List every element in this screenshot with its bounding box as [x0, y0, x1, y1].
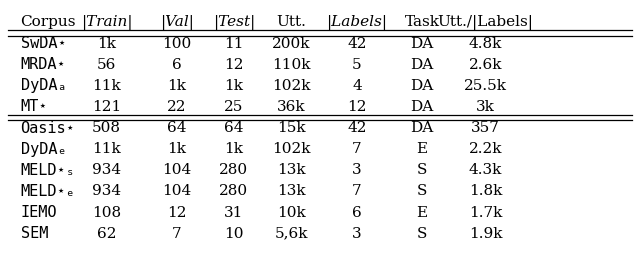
Text: Utt./|Labels|: Utt./|Labels| — [438, 15, 534, 30]
Text: 7: 7 — [352, 142, 362, 156]
Text: 1k: 1k — [225, 79, 243, 93]
Text: |Val|: |Val| — [160, 15, 193, 30]
Text: S: S — [417, 184, 427, 199]
Text: 5: 5 — [352, 58, 362, 72]
Text: |Labels|: |Labels| — [326, 15, 387, 30]
Text: 7: 7 — [352, 184, 362, 199]
Text: MT⋆: MT⋆ — [20, 100, 48, 114]
Text: 10k: 10k — [277, 206, 306, 220]
Text: 4: 4 — [352, 79, 362, 93]
Text: SwDA⋆: SwDA⋆ — [20, 36, 66, 51]
Text: Corpus: Corpus — [20, 15, 76, 29]
Text: 36k: 36k — [277, 100, 306, 114]
Text: 2.6k: 2.6k — [469, 58, 502, 72]
Text: 121: 121 — [92, 100, 121, 114]
Text: DA: DA — [410, 79, 433, 93]
Text: 357: 357 — [471, 121, 500, 135]
Text: 2.2k: 2.2k — [469, 142, 502, 156]
Text: 3k: 3k — [476, 100, 495, 114]
Text: 11: 11 — [224, 36, 244, 50]
Text: 3: 3 — [352, 227, 362, 241]
Text: S: S — [417, 227, 427, 241]
Text: 280: 280 — [220, 184, 248, 199]
Text: MELD⋆ₛ: MELD⋆ₛ — [20, 163, 76, 178]
Text: 1k: 1k — [97, 36, 116, 50]
Text: 13k: 13k — [277, 184, 306, 199]
Text: IEMO: IEMO — [20, 205, 57, 220]
Text: 64: 64 — [224, 121, 244, 135]
Text: 200k: 200k — [272, 36, 310, 50]
Text: 102k: 102k — [272, 142, 310, 156]
Text: Oasis⋆: Oasis⋆ — [20, 121, 76, 135]
Text: 104: 104 — [162, 184, 191, 199]
Text: 1.8k: 1.8k — [469, 184, 502, 199]
Text: 934: 934 — [92, 163, 121, 177]
Text: 108: 108 — [92, 206, 121, 220]
Text: 3: 3 — [352, 163, 362, 177]
Text: DyDAₐ: DyDAₐ — [20, 78, 66, 93]
Text: 102k: 102k — [272, 79, 310, 93]
Text: DyDAₑ: DyDAₑ — [20, 142, 66, 157]
Text: 1.7k: 1.7k — [469, 206, 502, 220]
Text: 7: 7 — [172, 227, 181, 241]
Text: 5,6k: 5,6k — [275, 227, 308, 241]
Text: 10: 10 — [224, 227, 244, 241]
Text: 22: 22 — [167, 100, 186, 114]
Text: 12: 12 — [348, 100, 367, 114]
Text: 104: 104 — [162, 163, 191, 177]
Text: 100: 100 — [162, 36, 191, 50]
Text: 15k: 15k — [277, 121, 306, 135]
Text: |Train|: |Train| — [81, 15, 132, 30]
Text: SEM: SEM — [20, 226, 48, 241]
Text: 1k: 1k — [167, 142, 186, 156]
Text: 12: 12 — [224, 58, 244, 72]
Text: 42: 42 — [348, 121, 367, 135]
Text: 1.9k: 1.9k — [469, 227, 502, 241]
Text: 12: 12 — [167, 206, 186, 220]
Text: E: E — [417, 206, 428, 220]
Text: Utt.: Utt. — [276, 15, 307, 29]
Text: 110k: 110k — [272, 58, 310, 72]
Text: 6: 6 — [352, 206, 362, 220]
Text: 6: 6 — [172, 58, 182, 72]
Text: DA: DA — [410, 58, 433, 72]
Text: 25.5k: 25.5k — [464, 79, 507, 93]
Text: 56: 56 — [97, 58, 116, 72]
Text: |Test|: |Test| — [213, 15, 255, 30]
Text: MELD⋆ₑ: MELD⋆ₑ — [20, 184, 76, 199]
Text: 4.8k: 4.8k — [469, 36, 502, 50]
Text: 1k: 1k — [167, 79, 186, 93]
Text: DA: DA — [410, 36, 433, 50]
Text: Task: Task — [404, 15, 440, 29]
Text: 4.3k: 4.3k — [469, 163, 502, 177]
Text: DA: DA — [410, 121, 433, 135]
Text: E: E — [417, 142, 428, 156]
Text: 25: 25 — [224, 100, 244, 114]
Text: DA: DA — [410, 100, 433, 114]
Text: 11k: 11k — [92, 142, 121, 156]
Text: MRDA⋆: MRDA⋆ — [20, 57, 66, 72]
Text: 62: 62 — [97, 227, 116, 241]
Text: S: S — [417, 163, 427, 177]
Text: 280: 280 — [220, 163, 248, 177]
Text: 31: 31 — [224, 206, 244, 220]
Text: 508: 508 — [92, 121, 121, 135]
Text: 934: 934 — [92, 184, 121, 199]
Text: 64: 64 — [167, 121, 186, 135]
Text: 42: 42 — [348, 36, 367, 50]
Text: 11k: 11k — [92, 79, 121, 93]
Text: 1k: 1k — [225, 142, 243, 156]
Text: 13k: 13k — [277, 163, 306, 177]
